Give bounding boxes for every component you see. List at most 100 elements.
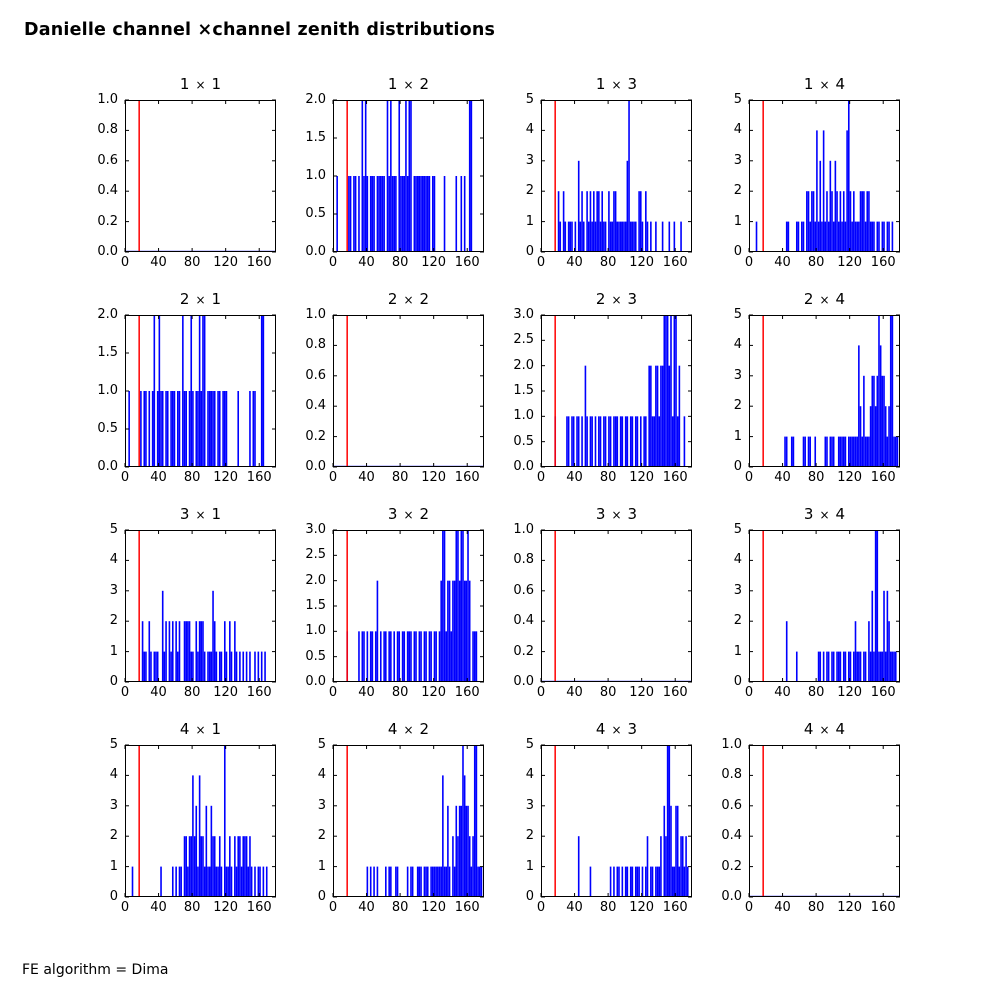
hist-bar	[616, 221, 619, 252]
hist-bar	[467, 805, 469, 897]
hist-bar	[604, 221, 607, 252]
y-tick-label: 2.5	[513, 332, 534, 348]
hist-bar	[369, 176, 372, 252]
x-tick-label: 120	[837, 255, 863, 270]
hist-bar	[455, 805, 458, 897]
hist-bar	[158, 315, 161, 467]
y-tick-label: 1.5	[305, 130, 326, 145]
hist-bar	[452, 580, 454, 682]
x-tick-label: 80	[183, 900, 201, 915]
hist-bar	[631, 221, 634, 252]
hist-bar	[460, 805, 463, 897]
hist-bar	[876, 530, 879, 682]
hist-bar	[264, 651, 266, 682]
hist-bar	[837, 651, 840, 682]
hist-bar	[629, 416, 632, 467]
hist-bar	[827, 221, 830, 252]
hist-bar	[249, 391, 251, 467]
y-tick-label: 2	[525, 828, 534, 844]
hist-bar	[153, 315, 156, 467]
hist-bar	[383, 176, 385, 252]
y-tick-label: 0.2	[513, 643, 534, 659]
hist-bar	[650, 221, 652, 252]
hist-bar	[218, 836, 221, 897]
axes-frame	[125, 530, 276, 682]
hist-bar	[361, 100, 364, 252]
hist-bar	[668, 221, 671, 252]
x-tick-label: 80	[183, 685, 201, 700]
hist-bar	[566, 416, 568, 467]
hist-bar	[218, 391, 221, 467]
hist-bar	[445, 631, 448, 682]
axes-frame	[541, 745, 692, 897]
hist-bar	[363, 631, 365, 682]
hist-bar	[871, 375, 874, 467]
y-tick-label: 4	[733, 337, 742, 353]
hist-bar	[148, 391, 151, 467]
threshold-marker-line	[138, 530, 140, 682]
multiply-sign: ×	[819, 78, 830, 92]
x-tick-label: 160	[662, 255, 688, 270]
hist-bar	[638, 191, 640, 252]
subplot-4x1: 4 × 1 0 1 2 3 4 5 0 40 80 120 160	[73, 719, 294, 921]
subplot-title: 4 × 3	[595, 720, 638, 738]
hist-bar	[636, 416, 639, 467]
hist-bar	[651, 866, 654, 897]
hist-bar	[385, 866, 387, 897]
hist-bar	[475, 631, 478, 682]
y-tick-label: 4	[733, 122, 742, 138]
x-tick-label: 80	[807, 685, 825, 700]
y-tick-label: 4	[525, 767, 534, 783]
x-tick-label: 0	[744, 900, 754, 915]
hist-bar	[361, 631, 364, 682]
hist-bar	[383, 631, 385, 682]
y-tick-label: 4	[525, 122, 534, 138]
hist-bar	[455, 530, 458, 682]
hist-bar	[873, 375, 875, 467]
hist-bar	[864, 436, 867, 467]
hist-bar	[160, 866, 162, 897]
subplot-title: 2 × 4	[803, 290, 846, 308]
hist-bar	[188, 391, 191, 467]
hist-bar	[195, 621, 198, 682]
x-tick-label: 120	[421, 255, 447, 270]
hist-bar	[893, 436, 895, 467]
hist-bar	[579, 221, 582, 252]
y-tick-label: 1	[525, 858, 534, 874]
hist-bar	[457, 836, 459, 897]
hist-bar	[430, 866, 432, 897]
hist-bar	[468, 836, 471, 897]
hist-bar	[223, 391, 226, 467]
hist-bar	[265, 866, 268, 897]
hist-bar	[889, 651, 892, 682]
hist-bar	[576, 416, 578, 467]
hist-bar	[212, 391, 214, 467]
x-tick-label: 40	[358, 255, 375, 270]
hist-bar	[881, 221, 884, 252]
hist-bar	[593, 191, 595, 252]
hist-bar	[584, 365, 587, 467]
hist-bar	[395, 176, 397, 252]
hist-bar	[463, 176, 466, 252]
hist-bar	[440, 866, 442, 897]
hist-bar	[420, 631, 422, 682]
hist-bar	[609, 221, 612, 252]
hist-bar	[611, 221, 614, 252]
hist-bar	[235, 651, 238, 682]
hist-bar	[385, 631, 387, 682]
hist-bar	[842, 436, 845, 467]
hist-bar	[442, 775, 444, 897]
y-tick-label: 0.0	[305, 674, 326, 689]
hist-bar	[821, 221, 823, 252]
hist-bar	[185, 621, 187, 682]
hist-bar	[230, 651, 233, 682]
y-tick-label: 1.5	[305, 598, 326, 613]
multiply-sign: ×	[195, 293, 206, 307]
subplot-2x2: 2 × 2 0.0 0.2 0.4 0.6 0.8 1.0 0 40 80 120 160	[281, 289, 502, 491]
hist-bar	[393, 631, 395, 682]
hist-bar	[234, 836, 236, 897]
hist-bar	[817, 651, 820, 682]
y-tick-label: 2.0	[97, 307, 118, 322]
hist-bar	[878, 651, 880, 682]
hist-bar	[614, 191, 617, 252]
